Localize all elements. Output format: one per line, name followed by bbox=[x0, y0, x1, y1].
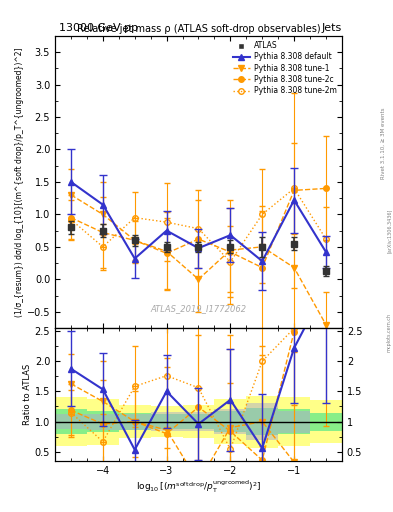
Text: ATLAS_2019_I1772062: ATLAS_2019_I1772062 bbox=[151, 305, 246, 313]
Title: Relative jet mass ρ (ATLAS soft-drop observables): Relative jet mass ρ (ATLAS soft-drop obs… bbox=[77, 24, 320, 34]
Text: [arXiv:1306.3436]: [arXiv:1306.3436] bbox=[387, 208, 391, 252]
X-axis label: $\log_{10}[(m^{\rm soft\,drop}/p_{\rm T}^{\rm ungroomed})^2]$: $\log_{10}[(m^{\rm soft\,drop}/p_{\rm T}… bbox=[136, 478, 261, 495]
Y-axis label: Ratio to ATLAS: Ratio to ATLAS bbox=[23, 364, 32, 425]
Text: mcplots.cern.ch: mcplots.cern.ch bbox=[387, 313, 391, 352]
Text: Rivet 3.1.10, ≥ 3M events: Rivet 3.1.10, ≥ 3M events bbox=[381, 108, 386, 179]
Legend: ATLAS, Pythia 8.308 default, Pythia 8.308 tune-1, Pythia 8.308 tune-2c, Pythia 8: ATLAS, Pythia 8.308 default, Pythia 8.30… bbox=[231, 39, 338, 97]
Text: 13000 GeV pp: 13000 GeV pp bbox=[59, 23, 138, 33]
Text: Jets: Jets bbox=[321, 23, 342, 33]
Y-axis label: (1/σ_{resum}) dσ/d log_{10}[(m^{soft drop}/p_T^{ungroomed})^2]: (1/σ_{resum}) dσ/d log_{10}[(m^{soft dro… bbox=[15, 47, 24, 316]
